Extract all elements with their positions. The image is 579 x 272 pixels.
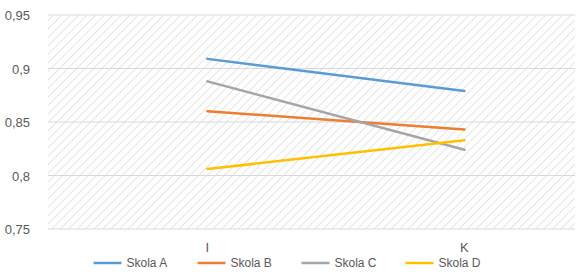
plot-background [48,15,575,229]
grid-line [48,68,575,69]
series-line [207,59,464,91]
series-line [207,111,464,129]
y-tick-label: 0,75 [5,222,30,237]
legend-swatch [198,262,226,265]
legend-swatch [94,262,122,265]
x-tick-label: I [206,240,210,255]
y-tick-label: 0,9 [12,62,30,77]
grid-line [48,15,575,16]
legend-swatch [302,262,330,265]
x-tick-label: K [460,240,469,255]
legend-swatch [406,262,434,265]
legend-label: Skola D [439,256,481,270]
series-line [207,81,464,149]
legend-label: Skola A [127,256,168,270]
y-tick-label: 0,8 [12,169,30,184]
chart-container: 0,75 0,8 0,85 0,9 0,95 I K Skola A Skola B Skola … [0,0,579,272]
grid-line [48,175,575,176]
grid-line [48,229,575,230]
grid-line [48,122,575,123]
legend-label: Skola B [231,256,272,270]
series-line [207,140,464,169]
y-tick-label: 0,95 [5,8,30,23]
y-tick-label: 0,85 [5,115,30,130]
series-group [207,59,464,169]
legend-label: Skola C [335,256,377,270]
chart-svg: 0,75 0,8 0,85 0,9 0,95 I K Skola A Skola B Skola … [0,0,579,272]
